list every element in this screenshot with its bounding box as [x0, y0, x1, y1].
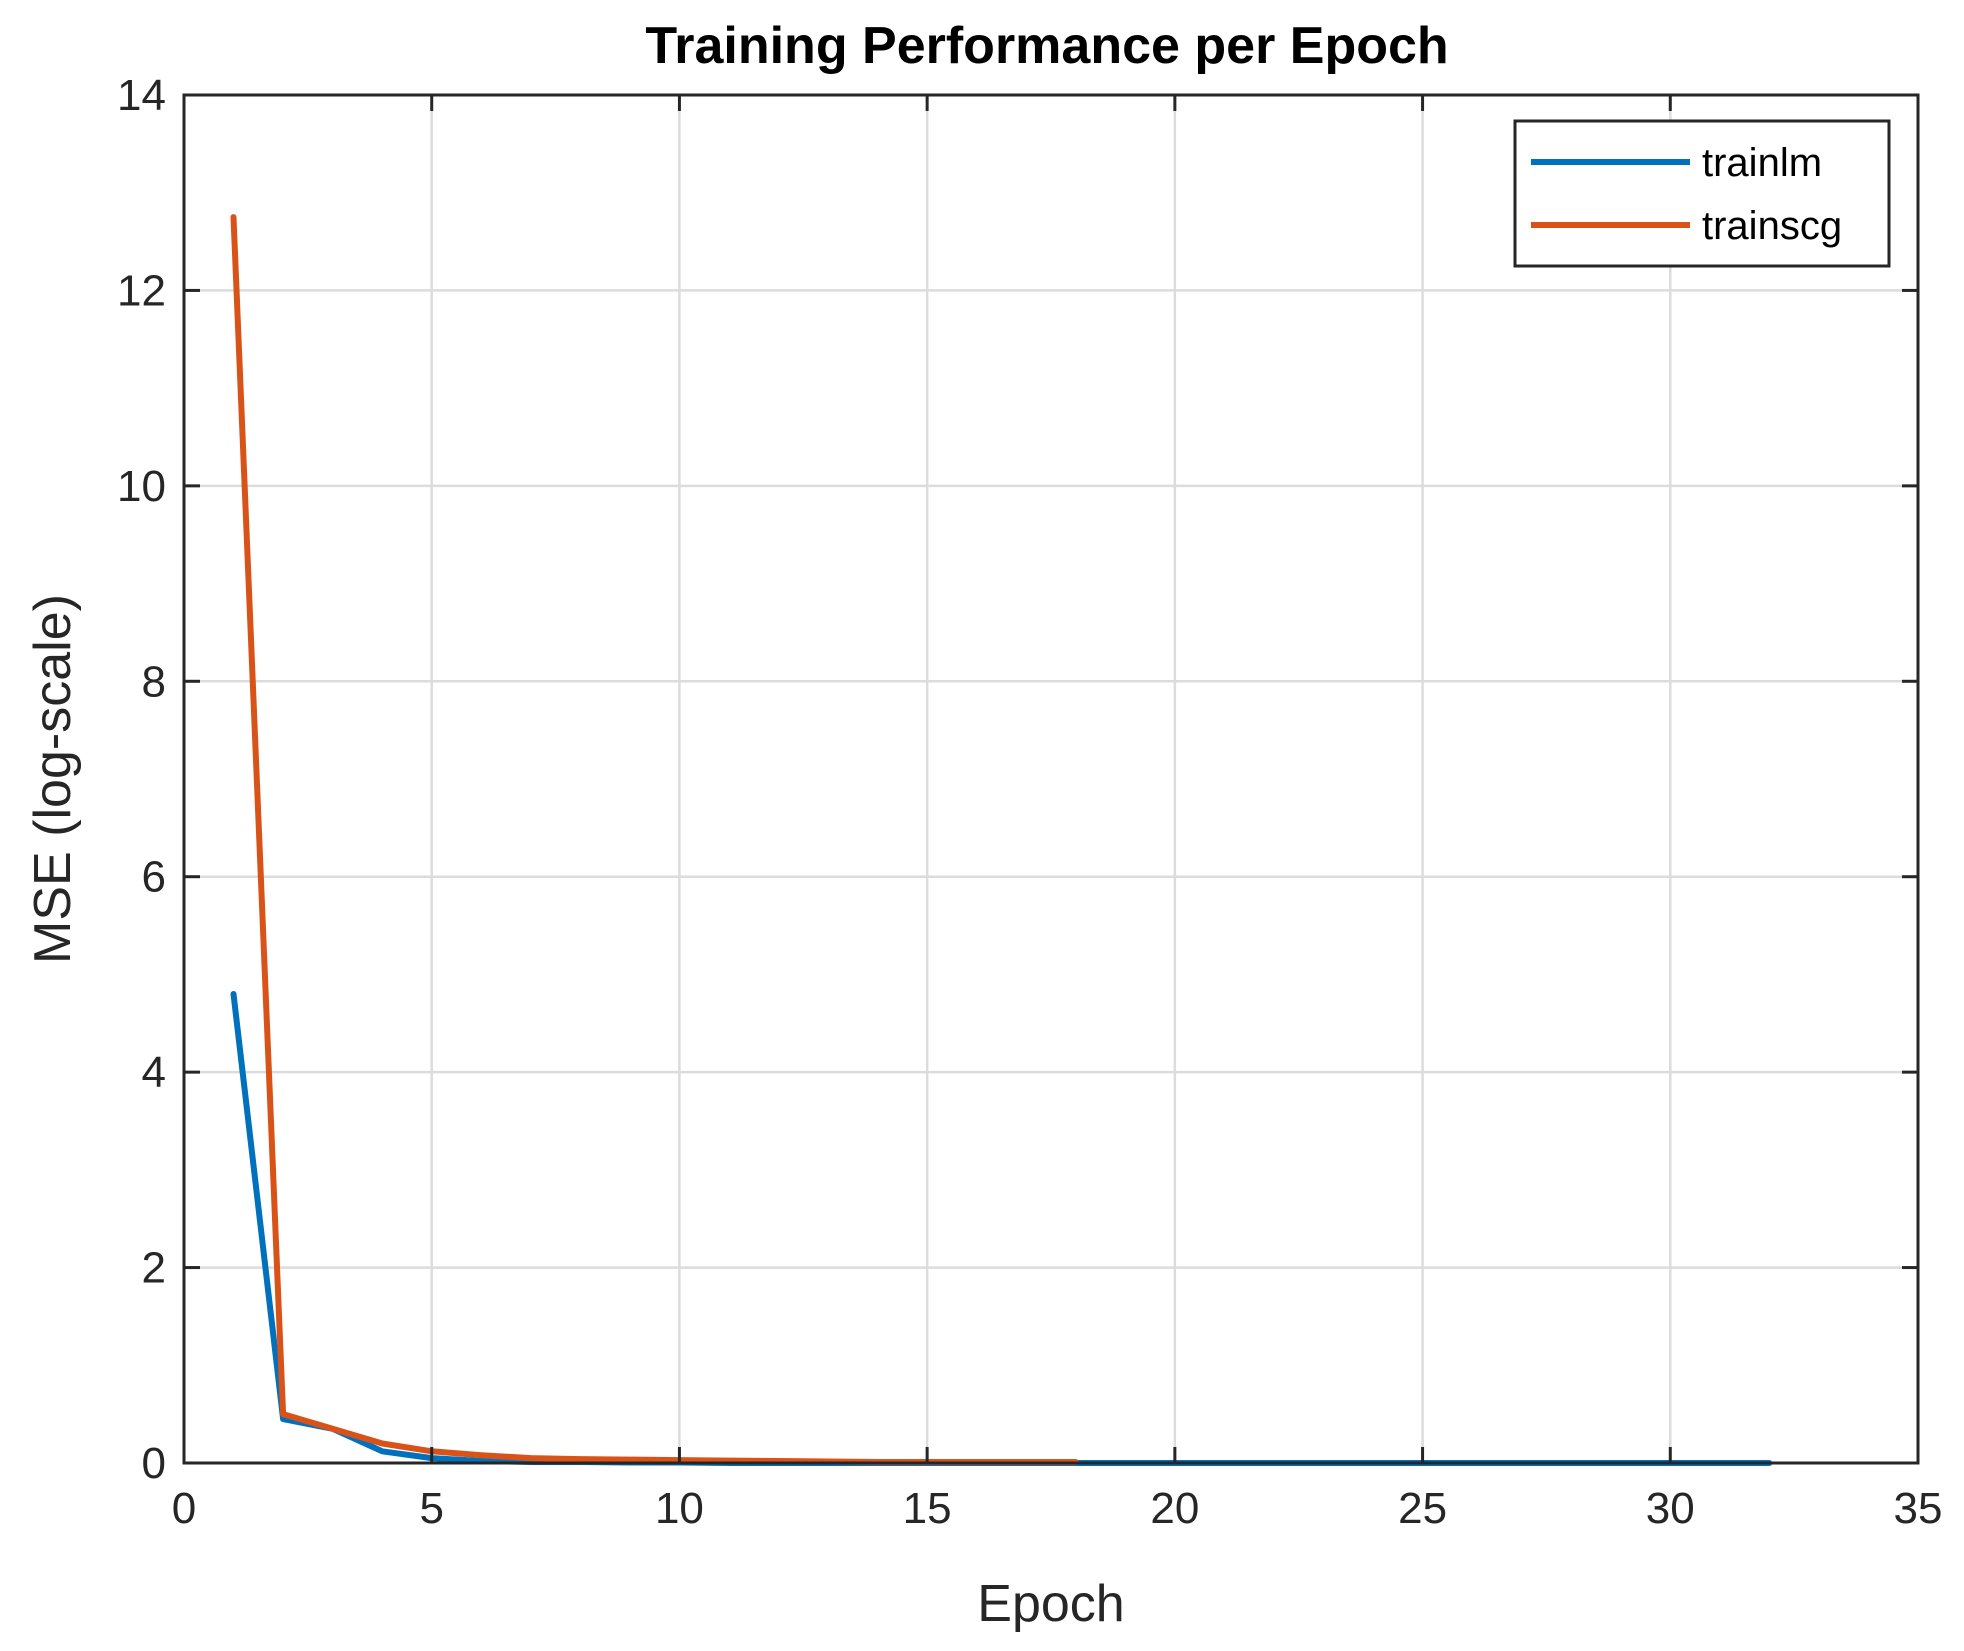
x-tick-label: 25 [1398, 1484, 1447, 1533]
chart-title: Training Performance per Epoch [645, 17, 1448, 75]
y-tick-label: 2 [142, 1244, 166, 1293]
legend-label-trainlm: trainlm [1702, 141, 1822, 185]
y-tick-label: 12 [117, 266, 166, 315]
x-tick-label: 35 [1894, 1484, 1943, 1533]
y-tick-label: 6 [142, 853, 166, 902]
ticks: 0 5 10 15 20 25 30 35 0 2 4 6 8 10 12 14 [117, 71, 1942, 1533]
y-axis-label: MSE (log-scale) [24, 594, 82, 964]
plot-background [184, 95, 1918, 1463]
x-tick-label: 10 [655, 1484, 704, 1533]
axes-box [182, 93, 1920, 1465]
x-tick-label: 5 [419, 1484, 443, 1533]
x-tick-label: 20 [1150, 1484, 1199, 1533]
plot-area: 0 5 10 15 20 25 30 35 0 2 4 6 8 10 12 14 [117, 71, 1942, 1533]
y-tick-label: 10 [117, 462, 166, 511]
y-tick-label: 8 [142, 657, 166, 706]
legend-box [1513, 119, 1891, 268]
x-tick-label: 0 [172, 1484, 196, 1533]
x-axis-label: Epoch [977, 1575, 1124, 1633]
x-tick-label: 15 [903, 1484, 952, 1533]
x-tick-label: 30 [1646, 1484, 1695, 1533]
y-tick-label: 4 [142, 1048, 166, 1097]
legend-label-trainscg: trainscg [1702, 204, 1842, 248]
y-tick-label: 14 [117, 71, 166, 120]
legend: trainlm trainscg [1513, 119, 1891, 268]
grid-lines [184, 95, 1918, 1463]
y-tick-label: 0 [142, 1439, 166, 1488]
